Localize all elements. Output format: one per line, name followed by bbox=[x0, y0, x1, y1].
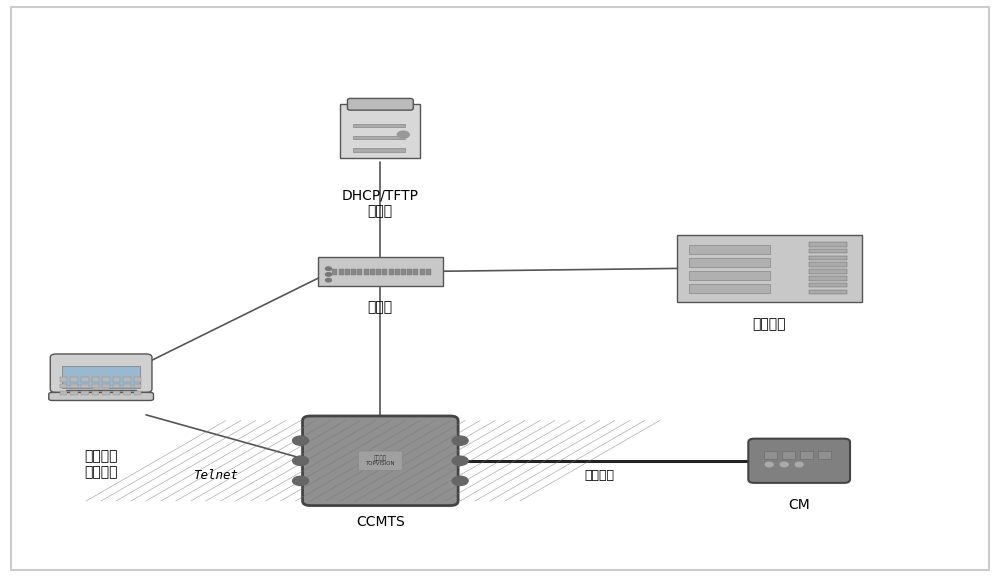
Bar bbox=[782, 451, 795, 459]
Bar bbox=[134, 391, 141, 395]
Text: 交换机: 交换机 bbox=[368, 300, 393, 314]
FancyBboxPatch shape bbox=[340, 104, 420, 158]
Text: 测试仪表: 测试仪表 bbox=[753, 317, 786, 331]
Bar bbox=[689, 271, 770, 280]
Bar bbox=[370, 269, 375, 275]
Bar bbox=[357, 269, 362, 275]
Bar bbox=[401, 269, 406, 275]
FancyBboxPatch shape bbox=[62, 366, 140, 388]
Bar bbox=[93, 388, 109, 391]
Bar bbox=[345, 269, 350, 275]
Circle shape bbox=[397, 131, 409, 138]
FancyBboxPatch shape bbox=[49, 392, 153, 400]
Bar bbox=[764, 451, 777, 459]
Bar bbox=[353, 123, 405, 127]
Bar bbox=[407, 269, 412, 275]
Bar bbox=[60, 384, 67, 388]
Bar bbox=[92, 377, 99, 381]
Bar bbox=[81, 384, 89, 388]
Text: CCMTS: CCMTS bbox=[356, 515, 405, 529]
Text: 自动化测
试服务器: 自动化测 试服务器 bbox=[84, 449, 118, 479]
Bar bbox=[351, 269, 356, 275]
Bar bbox=[364, 269, 369, 275]
Bar bbox=[60, 391, 67, 395]
Bar bbox=[92, 391, 99, 395]
Bar bbox=[689, 258, 770, 267]
Bar bbox=[426, 269, 431, 275]
Circle shape bbox=[452, 436, 468, 445]
Circle shape bbox=[293, 456, 309, 466]
Text: CM: CM bbox=[788, 498, 810, 512]
Bar bbox=[689, 284, 770, 293]
Bar bbox=[332, 269, 337, 275]
Bar bbox=[809, 263, 847, 267]
FancyBboxPatch shape bbox=[318, 257, 443, 286]
Circle shape bbox=[795, 462, 803, 467]
Text: Telnet: Telnet bbox=[193, 469, 238, 482]
Bar bbox=[123, 377, 131, 381]
Text: 顶点视讯
TOPVISION: 顶点视讯 TOPVISION bbox=[366, 455, 395, 466]
Bar bbox=[66, 390, 136, 393]
Bar bbox=[809, 256, 847, 260]
Bar bbox=[60, 377, 67, 381]
Circle shape bbox=[293, 436, 309, 445]
Bar bbox=[800, 451, 813, 459]
Bar bbox=[70, 377, 78, 381]
Bar bbox=[353, 136, 405, 140]
Bar bbox=[353, 148, 405, 152]
Bar bbox=[809, 283, 847, 287]
Bar bbox=[92, 384, 99, 388]
Circle shape bbox=[325, 267, 331, 271]
Circle shape bbox=[780, 462, 788, 467]
Bar bbox=[134, 384, 141, 388]
Bar bbox=[123, 391, 131, 395]
Circle shape bbox=[452, 456, 468, 466]
FancyBboxPatch shape bbox=[50, 354, 152, 392]
Text: 同轴电缆: 同轴电缆 bbox=[585, 469, 615, 482]
FancyBboxPatch shape bbox=[11, 7, 989, 570]
Bar bbox=[809, 249, 847, 253]
FancyBboxPatch shape bbox=[347, 99, 413, 110]
Bar bbox=[70, 384, 78, 388]
Text: DHCP/TFTP
服务器: DHCP/TFTP 服务器 bbox=[342, 188, 419, 218]
Bar bbox=[339, 269, 344, 275]
Bar bbox=[809, 276, 847, 280]
Bar bbox=[818, 451, 831, 459]
Circle shape bbox=[765, 462, 773, 467]
Bar bbox=[382, 269, 387, 275]
Bar bbox=[134, 377, 141, 381]
Bar bbox=[376, 269, 381, 275]
Circle shape bbox=[325, 273, 331, 276]
Bar bbox=[81, 377, 89, 381]
Bar bbox=[689, 245, 770, 254]
FancyBboxPatch shape bbox=[677, 235, 862, 302]
Bar bbox=[113, 384, 120, 388]
FancyBboxPatch shape bbox=[303, 416, 458, 505]
Circle shape bbox=[293, 476, 309, 485]
Bar bbox=[809, 269, 847, 273]
Circle shape bbox=[452, 476, 468, 485]
Circle shape bbox=[325, 279, 331, 282]
FancyBboxPatch shape bbox=[358, 451, 402, 470]
Bar bbox=[113, 391, 120, 395]
Bar bbox=[81, 391, 89, 395]
Bar bbox=[102, 391, 110, 395]
Bar bbox=[809, 290, 847, 294]
FancyBboxPatch shape bbox=[748, 439, 850, 483]
Bar bbox=[413, 269, 418, 275]
Bar bbox=[420, 269, 425, 275]
Bar bbox=[395, 269, 400, 275]
Bar bbox=[70, 391, 78, 395]
Bar bbox=[123, 384, 131, 388]
Bar bbox=[113, 377, 120, 381]
Bar bbox=[389, 269, 394, 275]
Bar bbox=[102, 384, 110, 388]
Bar bbox=[102, 377, 110, 381]
Bar bbox=[809, 242, 847, 246]
